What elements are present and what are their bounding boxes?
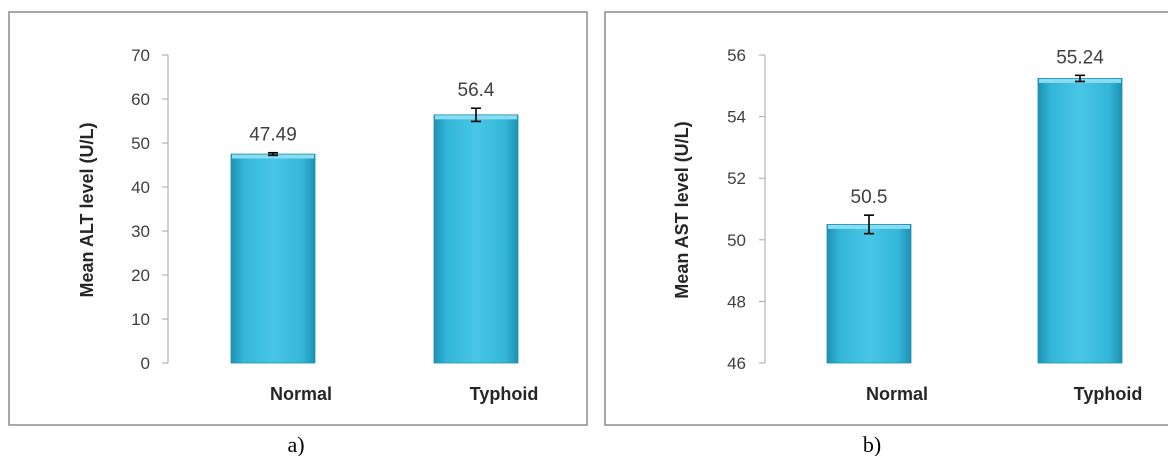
- chart-panel-a: Mean ALT level (U/L) 0 10 20 30 40 50 60 70 47.4…: [8, 11, 588, 426]
- chart-panel-b: Mean AST level (U/L) 46 48 50 52 54 56 50.5 Nor…: [604, 11, 1168, 426]
- chart-a-category-label: Normal: [270, 384, 332, 404]
- chart-b-y-tick-label: 54: [727, 108, 746, 127]
- chart-a-plot: 0 10 20 30 40 50 60 70 47.49 Normal 56.4 Typhoid: [131, 46, 538, 404]
- chart-a-y-tick-label: 20: [131, 266, 150, 285]
- chart-b-value-label: 50.5: [851, 187, 888, 208]
- chart-a-bar-normal: [230, 153, 316, 364]
- chart-b-y-tick-label: 56: [727, 46, 746, 65]
- chart-b-ylabel: Mean AST level (U/L): [672, 121, 692, 298]
- chart-a-y-tick-label: 60: [131, 90, 150, 109]
- chart-b-y-tick-label: 46: [727, 354, 746, 373]
- chart-b-panel-label: b): [863, 432, 881, 456]
- chart-a-bar-highlight: [232, 154, 314, 159]
- chart-b-y-tick-label: 50: [727, 231, 746, 250]
- chart-b-category-label: Normal: [866, 384, 928, 404]
- chart-b-plot: 46 48 50 52 54 56 50.5 Normal 55.24 Typhoid: [727, 46, 1142, 404]
- chart-a-y-tick-label: 70: [131, 46, 150, 65]
- chart-b-category-label: Typhoid: [1074, 384, 1143, 404]
- chart-a-ylabel: Mean ALT level (U/L): [77, 122, 97, 297]
- chart-b-y-tick-label: 48: [727, 292, 746, 311]
- chart-b-value-label: 55.24: [1056, 47, 1104, 68]
- chart-b-bar-typhoid: [1037, 78, 1123, 364]
- chart-a-y-tick-label: 0: [141, 354, 150, 373]
- chart-a-y-tick-label: 10: [131, 310, 150, 329]
- chart-a-value-label: 47.49: [249, 125, 297, 146]
- chart-a-bar-typhoid: [433, 114, 519, 364]
- chart-a-y-tick-label: 30: [131, 222, 150, 241]
- chart-a-y-tick-label: 40: [131, 178, 150, 197]
- chart-a-category-label: Typhoid: [470, 384, 539, 404]
- chart-a-panel-label: a): [287, 432, 304, 456]
- chart-a-y-tick-label: 50: [131, 134, 150, 153]
- chart-b-bar-normal: [826, 223, 912, 364]
- chart-b-y-tick-label: 52: [727, 169, 746, 188]
- chart-a-value-label: 56.4: [458, 80, 495, 101]
